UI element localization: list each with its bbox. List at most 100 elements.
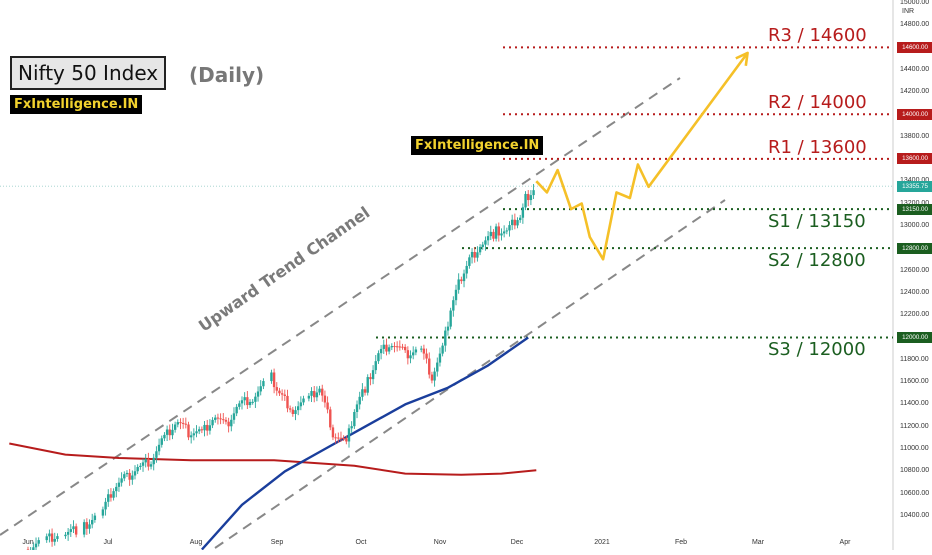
candle-body: [238, 403, 241, 407]
price-tag: 12800.00: [897, 242, 932, 254]
candle-body: [230, 419, 233, 427]
candle-body: [254, 396, 257, 402]
x-tick-label: Feb: [674, 539, 688, 546]
candle-body: [165, 429, 169, 435]
candle-body: [299, 402, 303, 407]
chart-subtitle: (Daily): [189, 63, 265, 87]
level-label: S1 / 13150: [768, 211, 866, 233]
candle-body: [502, 231, 506, 234]
candle-body: [449, 310, 452, 327]
x-tick-label: Apr: [839, 539, 851, 546]
candle-body: [128, 472, 131, 480]
candle-body: [422, 348, 426, 354]
candle-body: [492, 231, 495, 239]
candle-body: [457, 279, 460, 290]
candle-body: [395, 346, 399, 348]
candle-body: [34, 543, 38, 548]
candle-body: [270, 372, 273, 382]
candle-body: [516, 220, 519, 226]
candle-body: [446, 326, 450, 331]
candle-body: [262, 381, 265, 387]
candle-body: [240, 400, 244, 404]
candle-body: [115, 486, 118, 492]
x-tick-label: Oct: [355, 539, 367, 546]
candle-body: [155, 451, 158, 458]
candle-body: [50, 533, 54, 542]
candle-body: [149, 464, 153, 467]
candle-body: [101, 509, 105, 516]
candle-body: [398, 346, 402, 348]
candle-body: [109, 494, 113, 498]
candle-body: [478, 246, 482, 253]
candle-body: [120, 478, 123, 483]
candle-body: [401, 346, 404, 348]
y-tick-label: 10800.00: [900, 467, 930, 475]
candle-body: [412, 352, 415, 356]
candle-body: [157, 444, 161, 452]
candle-body: [321, 388, 324, 396]
candle-body: [56, 536, 59, 539]
ma-blue-line: [201, 336, 529, 551]
candle-body: [481, 244, 484, 247]
candle-body: [296, 406, 300, 411]
candle-body: [176, 422, 179, 425]
candle-body: [251, 401, 254, 403]
candle-body: [377, 353, 380, 362]
candle-body: [414, 349, 418, 353]
projection-arrowhead: [735, 51, 749, 66]
candle-body: [323, 395, 327, 403]
candle-body: [184, 423, 188, 425]
candle-body: [131, 475, 134, 480]
channel-upper-line: [0, 77, 681, 536]
y-tick-label: 13000.00: [900, 221, 930, 229]
x-tick-label: Mar: [751, 539, 765, 546]
candle-body: [117, 482, 121, 487]
candle-body: [227, 421, 230, 427]
candle-body: [310, 391, 313, 396]
level-label: R3 / 14600: [768, 25, 867, 47]
ma-red-line: [9, 442, 537, 476]
candle-body: [347, 428, 351, 442]
candle-body: [171, 429, 174, 436]
y-tick-label: 10600.00: [900, 489, 930, 497]
candle-body: [521, 207, 525, 218]
y-tick-label: 11600.00: [900, 378, 929, 386]
candle-body: [85, 522, 89, 529]
candle-body: [173, 424, 177, 430]
candle-body: [438, 353, 442, 363]
chart-title: Nifty 50 Index: [10, 56, 167, 90]
candle-body: [136, 467, 139, 472]
candle-body: [248, 401, 252, 406]
candle-body: [219, 418, 222, 420]
y-tick-label: 14800.00: [900, 21, 930, 28]
y-tick-label: 11800.00: [900, 355, 929, 363]
x-tick-label: Nov: [433, 539, 447, 546]
candle-body: [430, 374, 434, 381]
candle-body: [486, 236, 490, 241]
candle-body: [91, 519, 94, 525]
price-tag: 13600.00: [897, 153, 932, 165]
candle-body: [82, 522, 86, 535]
candle-body: [361, 389, 364, 397]
candle-body: [460, 279, 463, 282]
candle-body: [366, 377, 369, 393]
candle-body: [326, 402, 329, 410]
candle-body: [532, 190, 535, 196]
candle-body: [470, 251, 474, 258]
currency-label: INR: [902, 8, 915, 15]
candle-body: [163, 434, 166, 439]
candle-body: [48, 533, 51, 537]
candle-body: [387, 347, 391, 352]
candle-body: [187, 424, 190, 438]
candle-body: [232, 413, 236, 420]
candle-body: [152, 457, 155, 465]
candle-body: [286, 395, 289, 409]
candle-body: [168, 429, 171, 436]
candle-body: [508, 225, 511, 231]
candle-body: [214, 417, 217, 420]
y-tick-label: 11000.00: [900, 445, 929, 453]
candle-body: [123, 474, 126, 479]
candle-body: [288, 408, 292, 410]
